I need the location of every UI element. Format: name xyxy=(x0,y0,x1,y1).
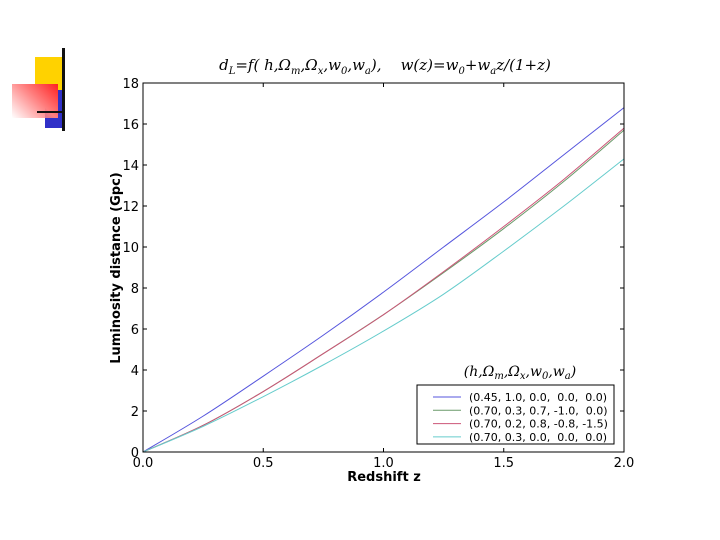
y-tick-label: 16 xyxy=(122,118,139,133)
data-lines xyxy=(142,107,625,453)
y-tick-label: 0 xyxy=(131,446,139,461)
y-tick-label: 18 xyxy=(122,77,139,92)
y-tick-label: 2 xyxy=(131,405,139,420)
x-tick-label: 2.0 xyxy=(614,456,635,471)
y-tick-label: 6 xyxy=(131,323,139,338)
x-axis-label: Redshift z xyxy=(347,470,421,485)
y-tick-label: 8 xyxy=(131,282,139,297)
decorative-horizontal-line xyxy=(37,111,64,113)
plot-frame xyxy=(142,82,625,453)
series-line-0 xyxy=(142,107,625,453)
legend-entry-label: (0.45, 1.0, 0.0, 0.0, 0.0) xyxy=(469,391,607,404)
x-tick-label: 0.0 xyxy=(133,456,154,471)
y-tick-label: 12 xyxy=(122,200,139,215)
series-line-2 xyxy=(142,127,625,453)
series-line-3 xyxy=(142,158,625,453)
legend-entry-label: (0.70, 0.2, 0.8, -0.8, -1.5) xyxy=(469,418,608,431)
decorative-vertical-line xyxy=(62,48,65,131)
y-axis-ticks: 0 2 4 6 8 10 12 14 16 18 xyxy=(122,77,624,461)
legend-entry-label: (0.70, 0.3, 0.0, 0.0, 0.0) xyxy=(469,431,607,444)
y-tick-label: 4 xyxy=(131,364,139,379)
x-tick-label: 1.5 xyxy=(493,456,514,471)
chart-title: dL=f( h,Ωm,Ωx,w0,wa), w(z)=w0+waz/(1+z) xyxy=(219,56,551,77)
y-axis-label: Luminosity distance (Gpc) xyxy=(109,172,124,364)
legend-title: (h,Ωm,Ωx,w0,wa) xyxy=(464,364,576,382)
y-tick-label: 14 xyxy=(122,159,139,174)
x-tick-label: 0.5 xyxy=(253,456,274,471)
legend-entry-label: (0.70, 0.3, 0.7, -1.0, 0.0) xyxy=(469,404,608,417)
x-axis-ticks: 0.0 0.5 1.0 1.5 2.0 xyxy=(133,83,635,471)
x-tick-label: 1.0 xyxy=(373,456,394,471)
legend: (h,Ωm,Ωx,w0,wa) (0.45, 1.0, 0.0, 0.0, 0.… xyxy=(416,364,615,445)
legend-box xyxy=(416,384,615,445)
y-tick-label: 10 xyxy=(122,241,139,256)
